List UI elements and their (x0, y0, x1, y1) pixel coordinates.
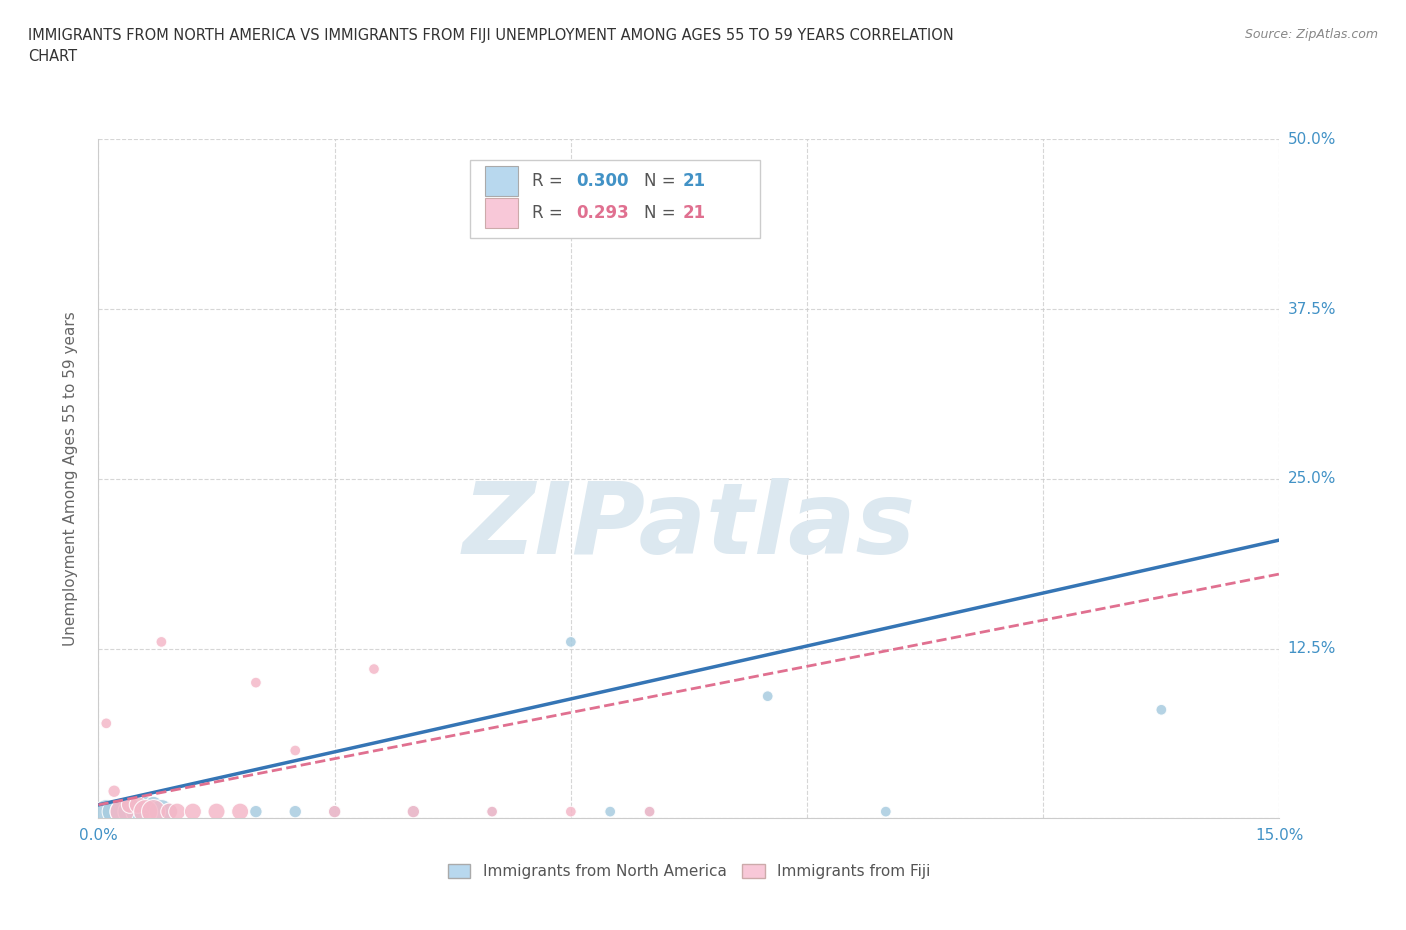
Text: IMMIGRANTS FROM NORTH AMERICA VS IMMIGRANTS FROM FIJI UNEMPLOYMENT AMONG AGES 55: IMMIGRANTS FROM NORTH AMERICA VS IMMIGRA… (28, 28, 953, 64)
Point (245, 804, 267, 819)
Point (96, 716, 118, 731)
Point (481, 804, 503, 819)
Point (111, 804, 134, 819)
Point (756, 689, 779, 704)
Point (560, 804, 582, 819)
Point (118, 797, 141, 812)
Point (142, 804, 165, 819)
Point (402, 804, 425, 819)
FancyBboxPatch shape (471, 160, 759, 238)
Text: 12.5%: 12.5% (1288, 641, 1336, 657)
Y-axis label: Unemployment Among Ages 55 to 59 years: Unemployment Among Ages 55 to 59 years (63, 312, 77, 646)
Point (205, 804, 228, 819)
Text: 0.300: 0.300 (576, 172, 630, 190)
FancyBboxPatch shape (485, 166, 517, 196)
FancyBboxPatch shape (485, 198, 517, 228)
Point (560, 634, 582, 649)
Point (599, 804, 621, 819)
Text: 0.293: 0.293 (576, 204, 630, 222)
Point (638, 804, 661, 819)
Point (284, 804, 307, 819)
Point (496, 214, 519, 229)
Text: 21: 21 (683, 204, 706, 222)
Point (118, 804, 141, 819)
Point (402, 804, 425, 819)
Point (363, 661, 385, 676)
Point (638, 804, 661, 819)
Point (875, 804, 897, 819)
Text: N =: N = (644, 204, 681, 222)
Point (481, 804, 503, 819)
Text: N =: N = (644, 172, 681, 190)
Point (127, 804, 149, 819)
Point (135, 797, 157, 812)
Text: R =: R = (531, 172, 568, 190)
Point (103, 804, 125, 819)
Text: ZIPatlas: ZIPatlas (463, 478, 915, 575)
Point (229, 804, 252, 819)
Text: R =: R = (531, 204, 568, 222)
Text: 37.5%: 37.5% (1288, 301, 1336, 317)
Point (103, 784, 125, 799)
Point (245, 675, 267, 690)
Text: 25.0%: 25.0% (1288, 472, 1336, 486)
Legend: Immigrants from North America, Immigrants from Fiji: Immigrants from North America, Immigrant… (441, 858, 936, 885)
Point (284, 743, 307, 758)
Point (150, 804, 173, 819)
Point (323, 804, 346, 819)
Point (157, 804, 180, 819)
Point (96, 804, 118, 819)
Point (142, 797, 165, 812)
Text: 50.0%: 50.0% (1288, 132, 1336, 147)
Point (135, 804, 157, 819)
Point (157, 804, 180, 819)
Text: 21: 21 (683, 172, 706, 190)
Text: Source: ZipAtlas.com: Source: ZipAtlas.com (1244, 28, 1378, 41)
Point (1150, 702, 1173, 717)
Point (127, 797, 149, 812)
Point (111, 804, 134, 819)
Point (166, 804, 188, 819)
Point (150, 634, 173, 649)
Point (323, 804, 346, 819)
Point (181, 804, 204, 819)
